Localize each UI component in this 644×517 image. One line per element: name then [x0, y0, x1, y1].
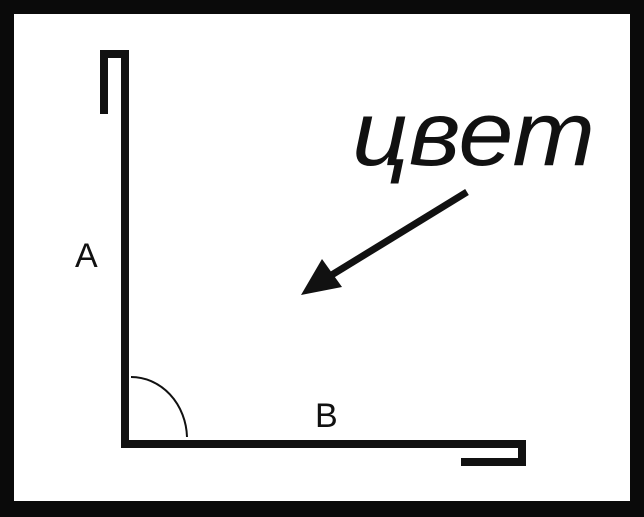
label-color-note: цвет [352, 83, 595, 185]
profile-right-fold [461, 440, 526, 466]
arrow-shaft [328, 189, 469, 279]
arrow-icon [301, 189, 469, 295]
arrow-head [301, 259, 342, 295]
angle-profile [100, 50, 526, 466]
panel-background [14, 14, 630, 501]
angle-arc-icon [130, 376, 188, 438]
label-side-b: B [315, 397, 338, 435]
label-side-a: A [75, 237, 98, 275]
